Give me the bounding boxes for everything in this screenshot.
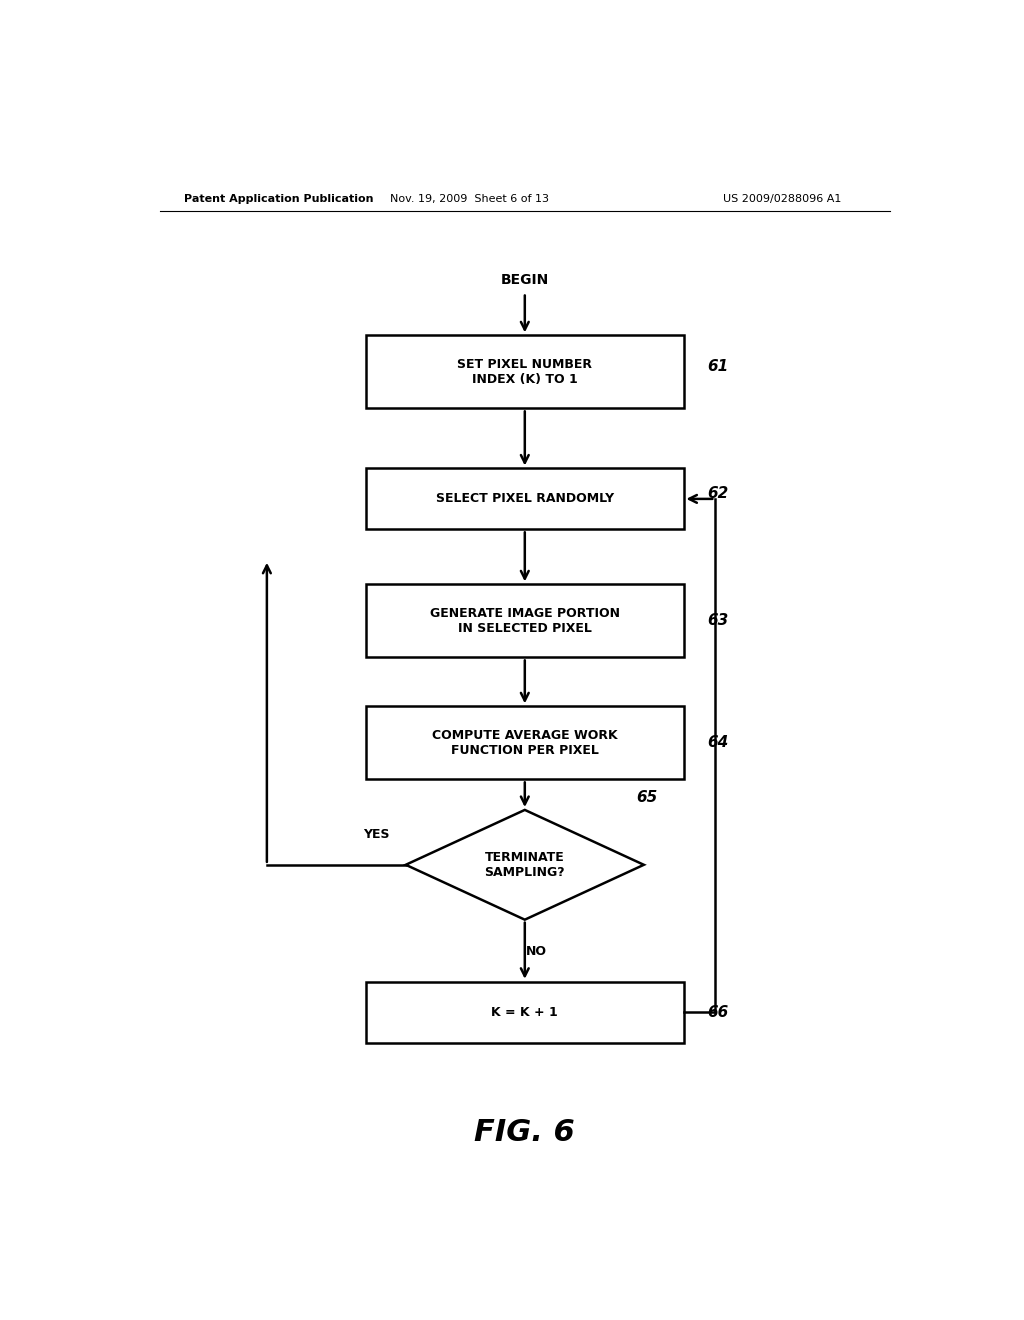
Polygon shape [406,810,644,920]
Text: 65: 65 [636,789,657,805]
Text: NO: NO [526,945,547,958]
FancyBboxPatch shape [367,469,684,529]
Text: 64: 64 [708,735,729,750]
Text: US 2009/0288096 A1: US 2009/0288096 A1 [723,194,842,205]
Text: GENERATE IMAGE PORTION
IN SELECTED PIXEL: GENERATE IMAGE PORTION IN SELECTED PIXEL [430,607,620,635]
Text: COMPUTE AVERAGE WORK
FUNCTION PER PIXEL: COMPUTE AVERAGE WORK FUNCTION PER PIXEL [432,729,617,756]
Text: 63: 63 [708,614,729,628]
FancyBboxPatch shape [367,982,684,1043]
Text: BEGIN: BEGIN [501,273,549,288]
Text: Nov. 19, 2009  Sheet 6 of 13: Nov. 19, 2009 Sheet 6 of 13 [390,194,549,205]
FancyBboxPatch shape [367,706,684,779]
Text: FIG. 6: FIG. 6 [474,1118,575,1147]
Text: SELECT PIXEL RANDOMLY: SELECT PIXEL RANDOMLY [436,492,613,506]
Text: K = K + 1: K = K + 1 [492,1006,558,1019]
Text: 62: 62 [708,486,729,502]
Text: 66: 66 [708,1005,729,1019]
Text: SET PIXEL NUMBER
INDEX (K) TO 1: SET PIXEL NUMBER INDEX (K) TO 1 [458,358,592,385]
Text: 61: 61 [708,359,729,375]
Text: YES: YES [364,828,390,841]
FancyBboxPatch shape [367,335,684,408]
FancyBboxPatch shape [367,585,684,657]
Text: Patent Application Publication: Patent Application Publication [183,194,373,205]
Text: TERMINATE
SAMPLING?: TERMINATE SAMPLING? [484,851,565,879]
